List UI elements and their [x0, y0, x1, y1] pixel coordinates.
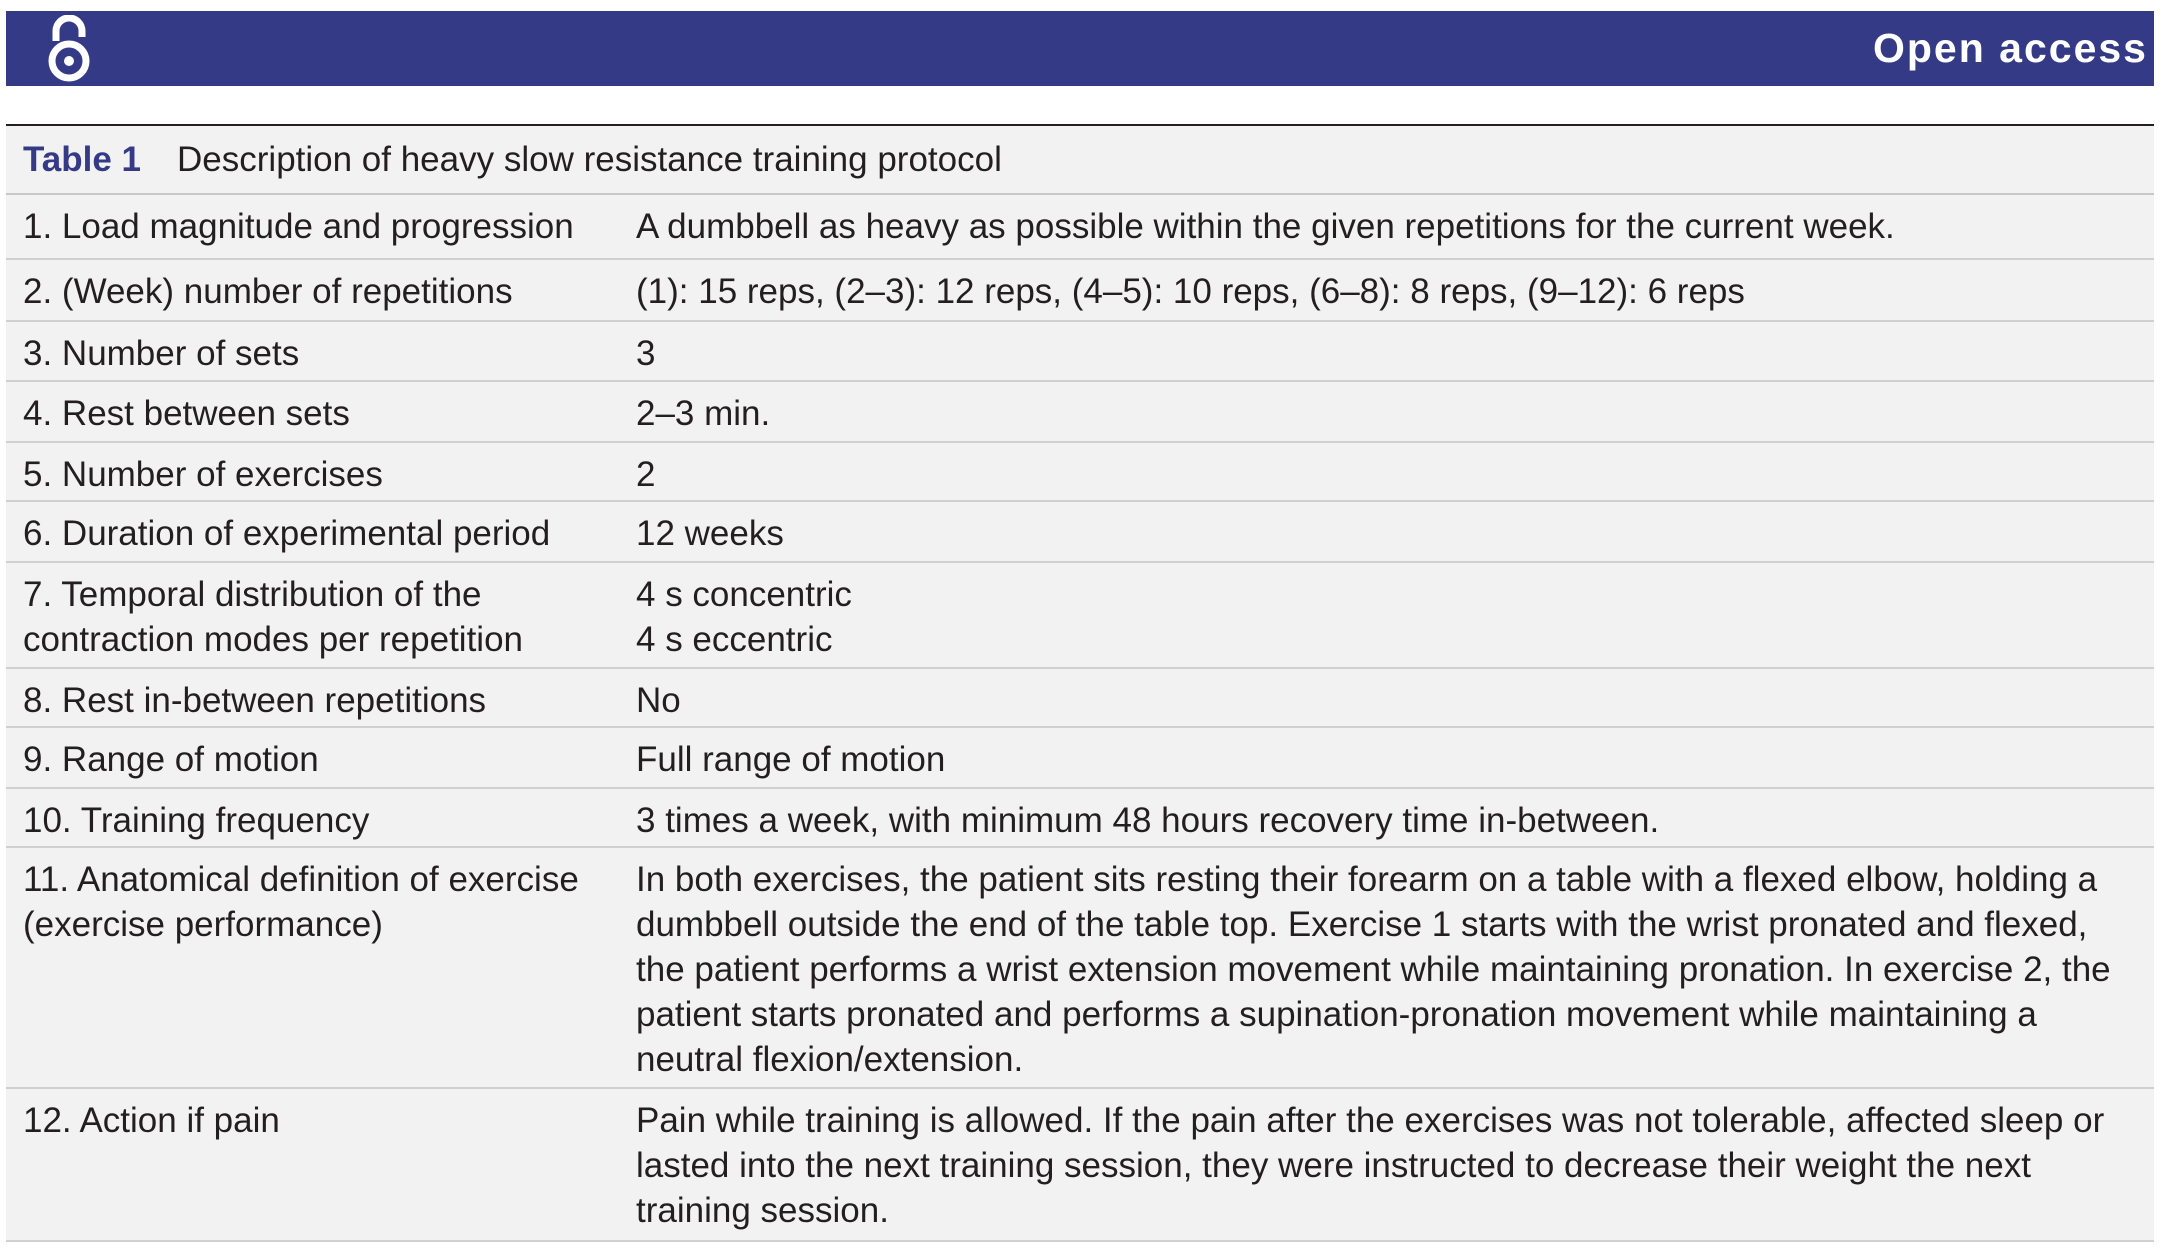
- table-row: 5. Number of exercises 2: [6, 443, 2154, 502]
- parameter-cell: 3. Number of sets: [23, 334, 300, 373]
- table-title: Description of heavy slow resistance tra…: [177, 139, 1002, 179]
- table-row: 11. Anatomical definition of exercise (e…: [6, 848, 2154, 1089]
- value-cell: 3: [636, 334, 656, 373]
- parameter-cell: 2. (Week) number of repetitions: [23, 272, 513, 311]
- table-row: 12. Action if pain Pain while training is…: [6, 1089, 2154, 1242]
- parameter-cell: 1. Load magnitude and progression: [23, 207, 574, 246]
- value-cell: No: [636, 681, 681, 720]
- value-cell: A dumbbell as heavy as possible within t…: [636, 207, 1895, 246]
- value-cell: Pain while training is allowed. If the p…: [636, 1101, 2105, 1230]
- parameter-cell: 10. Training frequency: [23, 801, 370, 840]
- value-cell: In both exercises, the patient sits rest…: [636, 860, 2111, 1079]
- value-cell: 3 times a week, with minimum 48 hours re…: [636, 801, 1660, 840]
- parameter-cell: 7. Temporal distribution of the contract…: [23, 575, 523, 659]
- parameter-cell: 5. Number of exercises: [23, 455, 383, 494]
- protocol-table: Table 1 Description of heavy slow resist…: [6, 124, 2154, 1242]
- table-row: 2. (Week) number of repetitions (1): 15 r…: [6, 260, 2154, 322]
- table-caption: Table 1 Description of heavy slow resist…: [6, 126, 2154, 195]
- value-cell: 2: [636, 455, 656, 494]
- open-access-lock-icon: [48, 15, 90, 82]
- table-row: 8. Rest in-between repetitions No: [6, 669, 2154, 728]
- table-row: 9. Range of motion Full range of motion: [6, 728, 2154, 789]
- parameter-cell: 4. Rest between sets: [23, 394, 350, 433]
- parameter-cell: 9. Range of motion: [23, 740, 319, 779]
- open-access-label: Open access: [1873, 25, 2148, 71]
- value-cell: 2–3 min.: [636, 394, 771, 433]
- table-number: Table 1: [23, 139, 142, 179]
- value-cell: 4 s concentric 4 s eccentric: [636, 575, 852, 659]
- table-row: 10. Training frequency 3 times a week, wi…: [6, 789, 2154, 848]
- value-cell: Full range of motion: [636, 740, 946, 779]
- table-row: 3. Number of sets 3: [6, 322, 2154, 382]
- table-row: 7. Temporal distribution of the contract…: [6, 563, 2154, 669]
- table-row: 4. Rest between sets 2–3 min.: [6, 382, 2154, 443]
- value-cell: 12 weeks: [636, 514, 784, 553]
- parameter-cell: 6. Duration of experimental period: [23, 514, 551, 553]
- parameter-cell: 11. Anatomical definition of exercise (e…: [23, 860, 579, 944]
- parameter-cell: 8. Rest in-between repetitions: [23, 681, 487, 720]
- value-cell: (1): 15 reps, (2–3): 12 reps, (4–5): 10 …: [636, 272, 1745, 311]
- parameter-cell: 12. Action if pain: [23, 1101, 280, 1140]
- open-access-banner: Open access: [6, 11, 2154, 86]
- table-row: 6. Duration of experimental period 12 wee…: [6, 502, 2154, 563]
- table-row: 1. Load magnitude and progression A dumbb…: [6, 195, 2154, 260]
